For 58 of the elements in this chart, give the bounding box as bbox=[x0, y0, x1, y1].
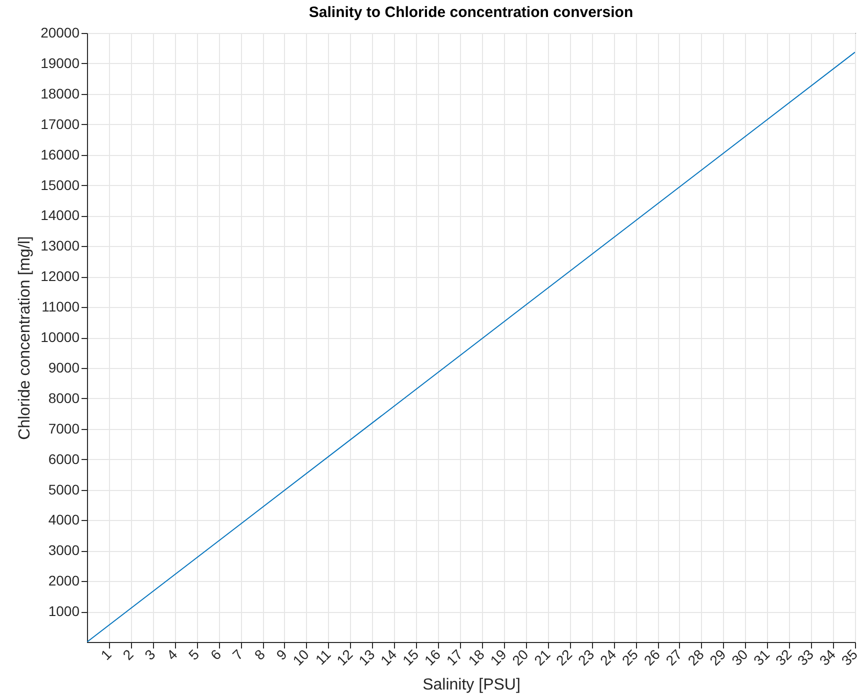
x-tick-label: 30 bbox=[728, 646, 751, 668]
x-tick-label: 25 bbox=[618, 646, 642, 668]
x-tick-label: 13 bbox=[355, 646, 378, 668]
y-tick-label: 11000 bbox=[42, 298, 80, 315]
x-tick-label: 4 bbox=[163, 646, 180, 663]
x-tick-label: 18 bbox=[465, 646, 488, 668]
y-tick-label: 2000 bbox=[48, 572, 80, 589]
x-tick-label: 16 bbox=[421, 646, 444, 668]
y-tick-label: 10000 bbox=[40, 329, 80, 345]
y-tick-label: 15000 bbox=[40, 176, 80, 193]
y-tick-label: 3000 bbox=[48, 542, 80, 558]
y-tick-label: 7000 bbox=[48, 420, 80, 436]
x-tick-label: 21 bbox=[530, 646, 554, 668]
y-tick-label: 12000 bbox=[40, 268, 80, 284]
x-tick-label: 1 bbox=[98, 646, 115, 663]
x-axis-title: Salinity [PSU] bbox=[422, 676, 520, 694]
y-tick-label: 18000 bbox=[40, 85, 80, 102]
y-tick-label: 1000 bbox=[48, 603, 80, 620]
x-tick-label: 22 bbox=[552, 646, 576, 668]
y-tick-label: 6000 bbox=[48, 450, 80, 467]
y-tick-label: 9000 bbox=[48, 359, 80, 376]
x-tick-label: 20 bbox=[508, 646, 532, 668]
x-tick-label: 12 bbox=[333, 646, 356, 668]
x-tick-label: 15 bbox=[399, 646, 422, 668]
y-tick-label: 17000 bbox=[40, 116, 80, 132]
y-tick-label: 8000 bbox=[48, 390, 80, 406]
chart-title: Salinity to Chloride concentration conversion bbox=[308, 4, 634, 21]
x-tick-label: 23 bbox=[574, 646, 598, 668]
x-tick-label: 17 bbox=[443, 646, 466, 668]
y-tick-label: 14000 bbox=[40, 207, 80, 224]
y-tick-label: 5000 bbox=[48, 481, 80, 498]
x-tick-label: 14 bbox=[377, 646, 400, 668]
x-tick-label: 6 bbox=[207, 646, 224, 663]
x-tick-label: 35 bbox=[838, 646, 861, 668]
y-tick-label: 13000 bbox=[40, 238, 80, 254]
x-tick-label: 5 bbox=[185, 646, 202, 663]
x-tick-label: 2 bbox=[120, 646, 136, 663]
x-tick-label: 27 bbox=[662, 646, 686, 668]
y-tick-label: 20000 bbox=[40, 24, 80, 40]
x-tick-label: 11 bbox=[312, 646, 334, 668]
x-tick-label: 32 bbox=[772, 646, 795, 668]
y-tick-label: 4000 bbox=[48, 512, 80, 528]
y-tick-label: 16000 bbox=[40, 146, 80, 162]
x-tick-label: 31 bbox=[750, 646, 773, 668]
x-tick-label: 9 bbox=[273, 646, 290, 663]
x-tick-label: 10 bbox=[290, 646, 312, 668]
x-tick-label: 34 bbox=[816, 646, 839, 668]
x-tick-label: 3 bbox=[141, 646, 158, 663]
x-tick-label: 26 bbox=[640, 646, 664, 668]
y-tick-label: 19000 bbox=[40, 54, 80, 71]
x-tick-label: 7 bbox=[229, 646, 246, 663]
x-tick-label: 24 bbox=[596, 646, 620, 668]
x-tick-label: 19 bbox=[487, 646, 510, 668]
x-tick-label: 29 bbox=[706, 646, 729, 668]
x-tick-label: 33 bbox=[794, 646, 817, 668]
x-tick-label: 8 bbox=[251, 646, 268, 663]
x-tick-label: 28 bbox=[684, 646, 707, 668]
y-axis-title: Chloride concentration [mg/l] bbox=[16, 236, 34, 440]
